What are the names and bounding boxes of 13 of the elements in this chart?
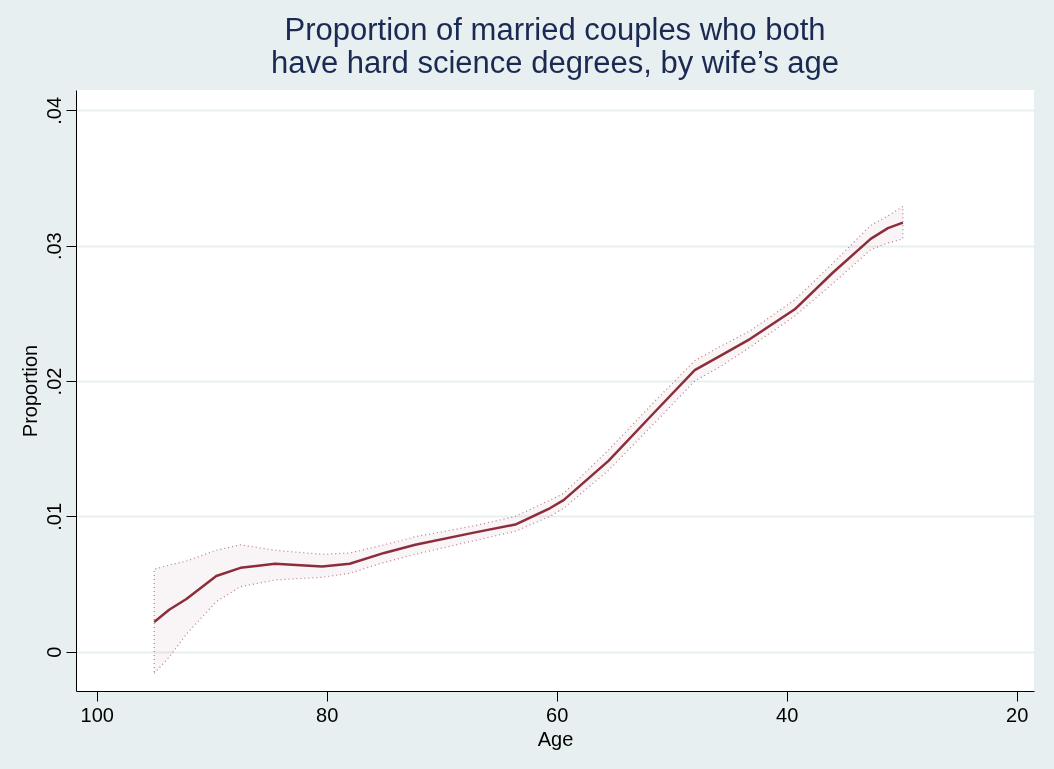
x-tick-label: 100 (80, 703, 114, 726)
y-axis-title: Proportion (18, 344, 41, 438)
y-tick-label: .03 (42, 232, 65, 261)
y-tick-label: 0 (42, 646, 65, 658)
x-axis-title: Age (537, 727, 574, 750)
x-tick-label: 20 (1006, 703, 1029, 726)
text: Proportion of married couples who both (284, 12, 826, 47)
y-tick-label: .01 (42, 502, 65, 531)
x-tick-label: 40 (776, 703, 799, 726)
x-tick-label: 60 (546, 703, 569, 726)
y-tick-label: .04 (42, 96, 65, 125)
y-tick-label: .02 (42, 367, 65, 396)
x-tick-label: 80 (316, 703, 339, 726)
